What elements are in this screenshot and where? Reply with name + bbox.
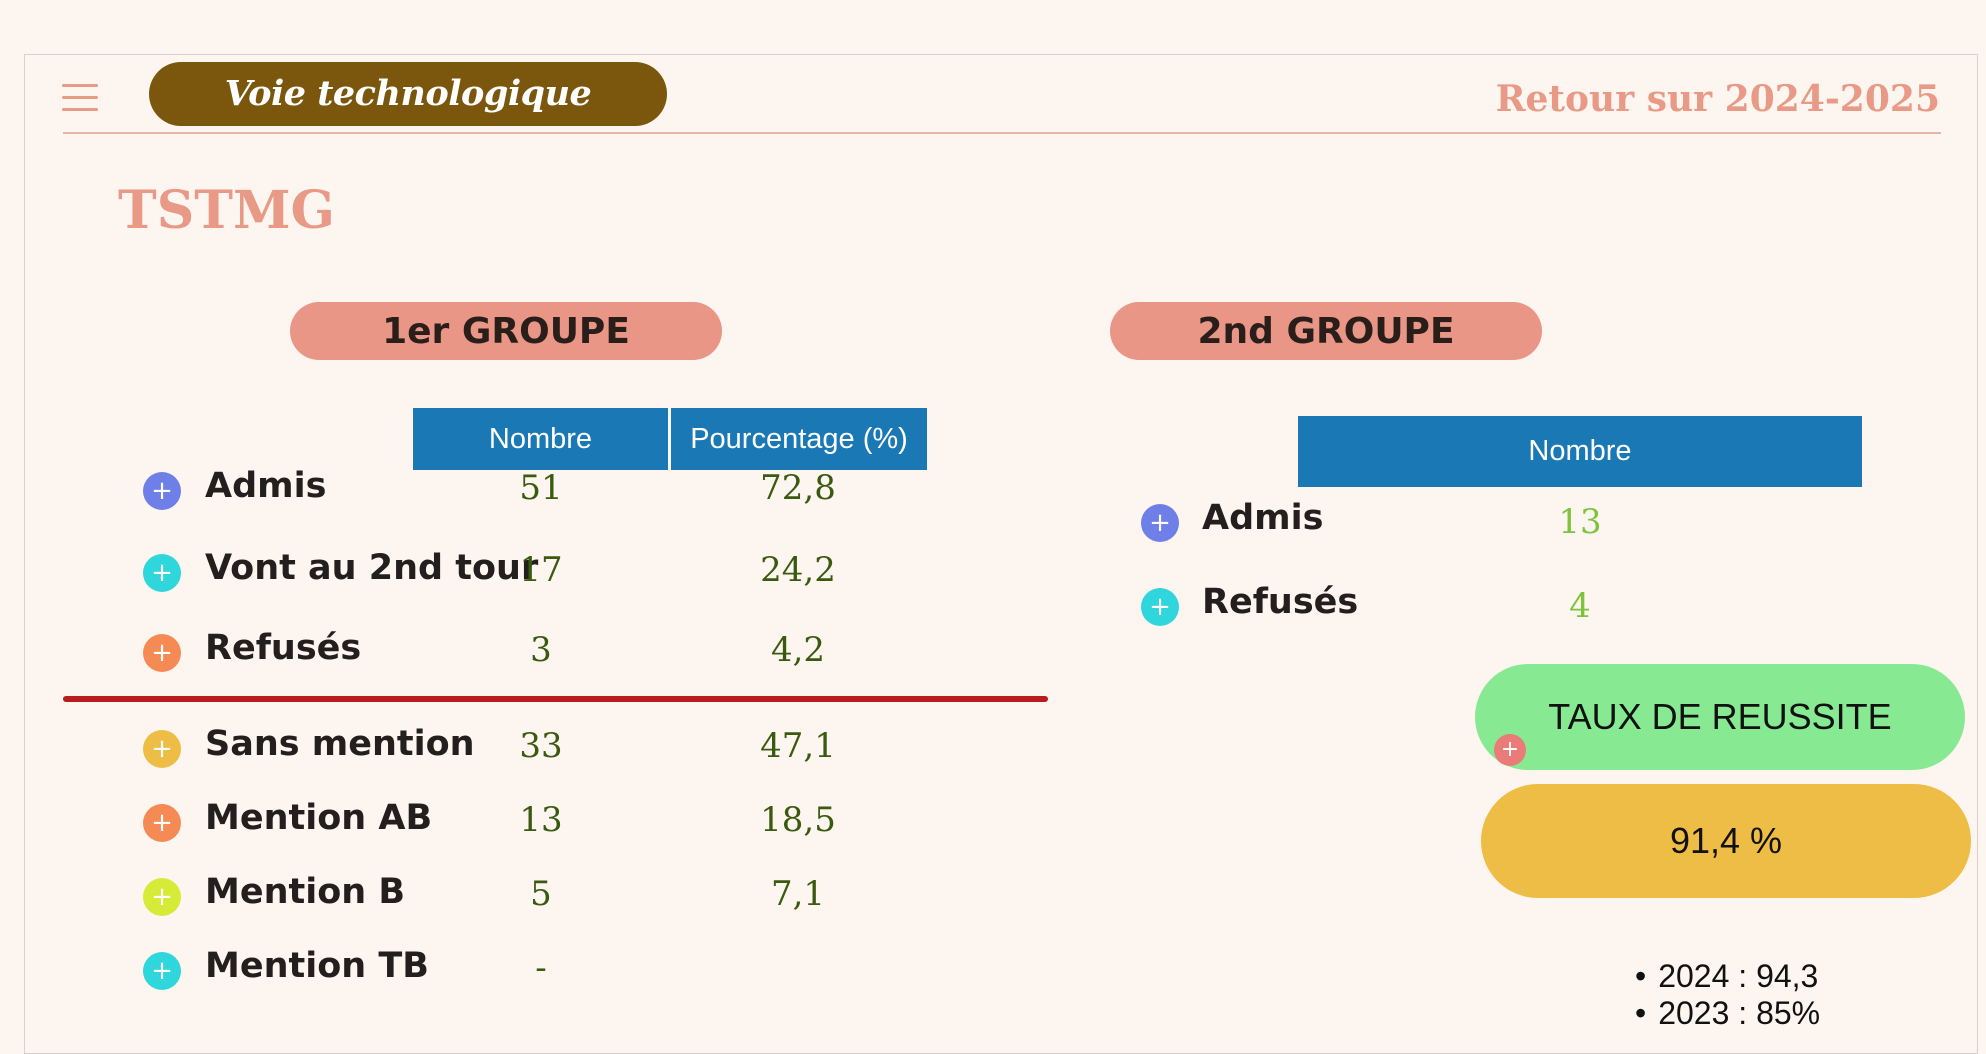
row-nombre: 5 bbox=[530, 874, 552, 914]
plus-circle-icon[interactable]: + bbox=[1141, 504, 1179, 542]
plus-circle-icon[interactable]: + bbox=[143, 878, 181, 916]
row-label: Refusés bbox=[1202, 582, 1359, 622]
row-pourcentage: 24,2 bbox=[760, 550, 836, 590]
history-item: 2023 : 85% bbox=[1635, 995, 1820, 1032]
groupe2-title: 2nd GROUPE bbox=[1110, 302, 1542, 360]
row-nombre: 51 bbox=[519, 468, 563, 508]
groupe2-col-nombre: Nombre bbox=[1298, 416, 1862, 487]
header-retour-title: Retour sur 2024-2025 bbox=[1495, 78, 1940, 120]
row-nombre: 4 bbox=[1569, 586, 1591, 626]
taux-reussite-label: TAUX DE REUSSITE bbox=[1475, 664, 1965, 770]
row-nombre: 3 bbox=[530, 630, 552, 670]
plus-circle-icon[interactable]: + bbox=[143, 730, 181, 768]
row-pourcentage: 7,1 bbox=[770, 874, 826, 914]
groupe1-title: 1er GROUPE bbox=[290, 302, 722, 360]
row-nombre: 33 bbox=[519, 726, 563, 766]
row-nombre: - bbox=[535, 948, 547, 988]
header-divider bbox=[63, 132, 1941, 134]
row-label: Mention AB bbox=[205, 798, 433, 838]
row-label: Sans mention bbox=[205, 724, 475, 764]
row-label: Mention B bbox=[205, 872, 406, 912]
plus-circle-icon[interactable]: + bbox=[143, 804, 181, 842]
plus-circle-icon[interactable]: + bbox=[143, 952, 181, 990]
taux-reussite-value: 91,4 % bbox=[1481, 784, 1971, 898]
row-pourcentage: 18,5 bbox=[760, 800, 836, 840]
row-pourcentage: 4,2 bbox=[770, 630, 826, 670]
row-pourcentage: 72,8 bbox=[760, 468, 836, 508]
row-label: Mention TB bbox=[205, 946, 429, 986]
row-nombre: 13 bbox=[1558, 502, 1602, 542]
plus-circle-icon[interactable]: + bbox=[143, 554, 181, 592]
hamburger-menu-icon[interactable] bbox=[62, 84, 98, 118]
row-label: Refusés bbox=[205, 628, 362, 668]
groupe1-col-nombre: Nombre bbox=[413, 408, 668, 470]
plus-circle-icon[interactable]: + bbox=[143, 472, 181, 510]
mention-divider bbox=[63, 696, 1048, 702]
history-item: 2024 : 94,3 bbox=[1635, 958, 1820, 995]
page-title: TSTMG bbox=[118, 180, 335, 241]
row-pourcentage: 47,1 bbox=[760, 726, 836, 766]
row-label: Admis bbox=[205, 466, 327, 506]
plus-circle-icon[interactable]: + bbox=[1141, 588, 1179, 626]
row-nombre: 13 bbox=[519, 800, 563, 840]
row-label: Admis bbox=[1202, 498, 1324, 538]
row-nombre: 17 bbox=[519, 550, 563, 590]
row-label: Vont au 2nd tour bbox=[205, 548, 539, 588]
voie-badge: Voie technologique bbox=[149, 62, 667, 126]
history-list: 2024 : 94,32023 : 85% bbox=[1635, 958, 1820, 1032]
groupe1-col-pourcentage: Pourcentage (%) bbox=[671, 408, 927, 470]
taux-add-icon[interactable]: + bbox=[1494, 734, 1526, 766]
plus-circle-icon[interactable]: + bbox=[143, 634, 181, 672]
